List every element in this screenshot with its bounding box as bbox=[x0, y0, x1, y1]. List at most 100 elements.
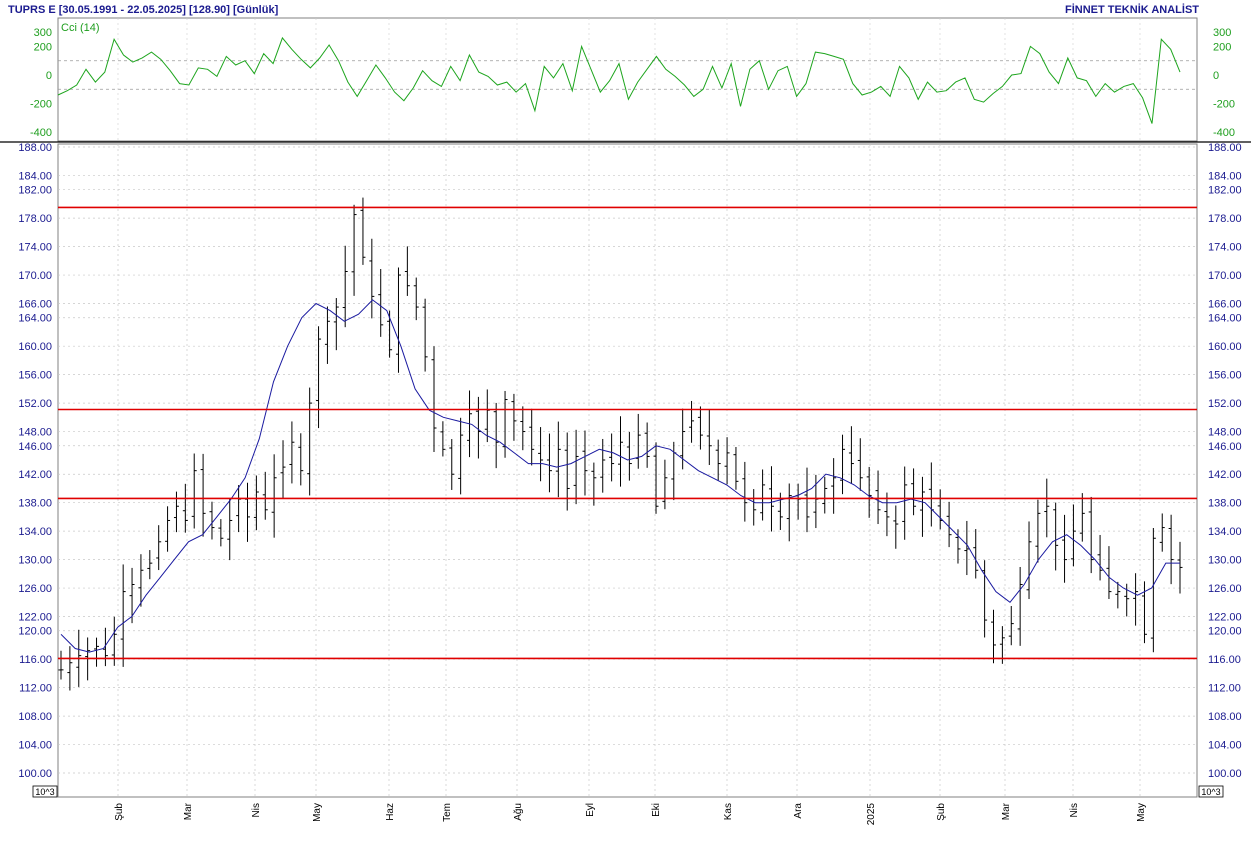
ohlc-bar bbox=[360, 197, 366, 265]
x-tick-label: Mar bbox=[183, 802, 194, 820]
ohlc-bar bbox=[102, 627, 108, 667]
price-tick-label-left: 122.00 bbox=[18, 612, 52, 624]
price-tick-label-left: 116.00 bbox=[19, 654, 52, 666]
chart-header-info: TUPRS E [30.05.1991 - 22.05.2025] [128.9… bbox=[8, 4, 279, 16]
ohlc-bar bbox=[511, 393, 517, 441]
price-tick-label-left: 148.00 bbox=[18, 427, 52, 439]
ohlc-bar bbox=[449, 439, 455, 490]
ohlc-bar bbox=[991, 609, 996, 664]
ohlc-bar bbox=[573, 429, 579, 505]
scale-label-left: 10^3 bbox=[35, 787, 54, 797]
price-tick-label-left: 160.00 bbox=[18, 341, 52, 353]
x-tick-label: May bbox=[312, 803, 323, 822]
cci-series-line bbox=[57, 36, 1181, 124]
x-tick-label: Nis bbox=[251, 803, 262, 817]
ohlc-bar bbox=[1097, 534, 1103, 581]
cci-tick-label-right: 300 bbox=[1213, 27, 1231, 39]
x-tick-label: Eyl bbox=[585, 803, 596, 817]
cci-tick-label-left: 200 bbox=[34, 41, 52, 53]
ohlc-bar bbox=[529, 408, 535, 466]
ohlc-bar bbox=[333, 298, 339, 351]
cci-tick-label-right: -200 bbox=[1213, 99, 1235, 111]
ohlc-bar bbox=[804, 467, 810, 533]
price-tick-label-right: 120.00 bbox=[1208, 626, 1242, 638]
price-y-axis-left: 188.00 184.00 182.00 178.00 174.00 170.00 166.… bbox=[18, 142, 52, 780]
ohlc-bar bbox=[262, 471, 268, 520]
cci-title: Cci (14) bbox=[61, 22, 100, 34]
ohlc-bar bbox=[182, 483, 188, 533]
price-tick-label-right: 138.00 bbox=[1208, 498, 1242, 510]
scale-box-left: 10^3 bbox=[32, 785, 58, 798]
ohlc-bar bbox=[911, 468, 917, 516]
price-tick-label-right: 160.00 bbox=[1208, 341, 1242, 353]
x-tick-label: Ağu bbox=[513, 803, 524, 821]
cci-tick-label-right: 200 bbox=[1213, 41, 1231, 53]
price-tick-label-right: 148.00 bbox=[1208, 427, 1242, 439]
ohlc-bar bbox=[1150, 527, 1156, 653]
price-tick-label-right: 104.00 bbox=[1208, 740, 1242, 752]
ohlc-bar bbox=[307, 387, 313, 496]
ohlc-bar bbox=[431, 346, 437, 452]
ohlc-bar bbox=[138, 554, 144, 607]
x-tick-label: Haz bbox=[385, 803, 396, 821]
x-tick-label: Eki bbox=[651, 803, 662, 817]
ohlc-bar bbox=[316, 326, 322, 429]
price-tick-label-left: 120.00 bbox=[18, 626, 52, 638]
ohlc-bar bbox=[857, 438, 863, 491]
price-tick-label-right: 166.00 bbox=[1208, 299, 1242, 311]
scale-label-right: 10^3 bbox=[1201, 787, 1220, 797]
price-tick-label-right: 126.00 bbox=[1208, 583, 1242, 595]
price-tick-label-right: 130.00 bbox=[1208, 555, 1242, 567]
ohlc-bar bbox=[1168, 514, 1174, 585]
ohlc-bar bbox=[919, 476, 925, 537]
x-tick-label: Nis bbox=[1069, 803, 1080, 817]
ohlc-bar bbox=[902, 466, 908, 540]
price-y-axis-right: 188.00 184.00 182.00 178.00 174.00 170.00 166.… bbox=[1208, 142, 1242, 780]
cci-tick-label-left: 300 bbox=[34, 27, 52, 39]
ohlc-bar bbox=[866, 466, 872, 518]
price-tick-label-right: 170.00 bbox=[1208, 270, 1242, 282]
price-tick-label-left: 174.00 bbox=[18, 242, 52, 254]
x-tick-label: Ara bbox=[793, 803, 804, 819]
price-tick-label-left: 138.00 bbox=[18, 498, 52, 510]
price-tick-label-right: 184.00 bbox=[1208, 170, 1242, 182]
price-tick-label-left: 108.00 bbox=[18, 711, 52, 723]
cci-y-axis-left: 300 200 0 -200 -400 bbox=[30, 27, 52, 139]
ohlc-bar bbox=[440, 421, 446, 457]
ohlc-bar bbox=[1053, 502, 1059, 571]
ohlc-bar bbox=[271, 454, 277, 538]
x-axis: Şub Mar Nis May Haz Tem Ağu Eyl Eki Kas Ara 2025 Şub… bbox=[114, 802, 1147, 825]
price-tick-label-left: 188.00 bbox=[18, 142, 52, 154]
ohlc-bar bbox=[955, 529, 961, 564]
ohlc-bar bbox=[600, 438, 606, 493]
price-tick-label-left: 134.00 bbox=[18, 526, 52, 538]
price-tick-label-left: 112.00 bbox=[19, 683, 52, 695]
ohlc-bar bbox=[644, 422, 650, 468]
ohlc-bar bbox=[395, 267, 401, 373]
ohlc-bar bbox=[1159, 513, 1165, 552]
x-tick-label: Şub bbox=[936, 803, 947, 821]
price-tick-label-left: 130.00 bbox=[18, 555, 52, 567]
ohlc-bar bbox=[324, 306, 330, 364]
ohlc-bar bbox=[58, 650, 64, 680]
ohlc-bar bbox=[165, 506, 171, 552]
price-tick-label-left: 156.00 bbox=[18, 370, 52, 382]
ohlc-bar bbox=[1106, 546, 1112, 600]
ohlc-bar bbox=[618, 416, 623, 487]
ohlc-bar bbox=[822, 476, 828, 514]
ohlc-bar bbox=[1070, 504, 1076, 567]
ohlc-bar bbox=[1079, 493, 1085, 542]
ohlc-bar bbox=[458, 417, 464, 495]
ohlc-bar bbox=[724, 437, 730, 485]
ohlc-bar bbox=[715, 439, 721, 482]
ohlc-bar bbox=[1035, 499, 1041, 563]
price-tick-label-right: 164.00 bbox=[1208, 313, 1242, 325]
ohlc-bar bbox=[67, 646, 73, 691]
ohlc-bar bbox=[1177, 541, 1183, 594]
ohlc-bar bbox=[1017, 566, 1023, 646]
ohlc-bar bbox=[502, 390, 508, 458]
price-tick-label-right: 134.00 bbox=[1208, 526, 1242, 538]
ohlc-bar bbox=[218, 519, 224, 547]
price-tick-label-right: 156.00 bbox=[1208, 370, 1242, 382]
